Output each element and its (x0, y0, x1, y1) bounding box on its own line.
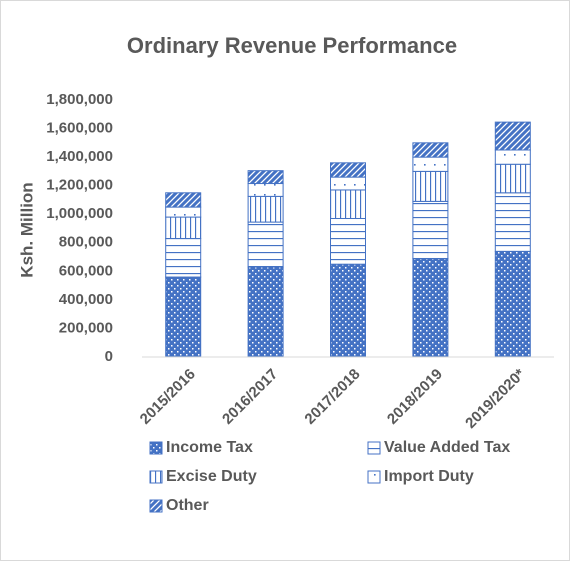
y-tick-label: 0 (105, 348, 113, 365)
x-tick-label: 2015/2016 (137, 366, 199, 428)
bar-segment (330, 263, 366, 358)
legend-swatch (367, 470, 381, 484)
bar-segment (165, 206, 202, 218)
legend-label: Import Duty (384, 468, 474, 485)
bar-segment (165, 276, 202, 358)
bar-segment (412, 142, 449, 158)
y-tick-label: 400,000 (59, 291, 113, 308)
legend-swatch (149, 441, 163, 455)
bar-segment (412, 170, 449, 202)
bar-segment (330, 189, 366, 220)
bar-segment (412, 200, 449, 259)
legend-label: Excise Duty (166, 468, 257, 485)
x-tick-label: 2016/2017 (219, 366, 281, 428)
x-tick-label: 2018/2019 (384, 366, 446, 428)
bar-segment (330, 176, 366, 191)
y-tick-label: 1,800,000 (46, 91, 113, 108)
legend-label: Other (166, 497, 209, 514)
y-tick-label: 600,000 (59, 262, 113, 279)
bar-segment (247, 170, 284, 185)
y-tick-label: 1,600,000 (46, 120, 113, 137)
bar-segment (247, 266, 284, 358)
legend-swatch (367, 441, 381, 455)
bar-segment (412, 156, 449, 172)
bar-segment (494, 192, 531, 252)
y-tick-label: 1,000,000 (46, 205, 113, 222)
x-tick-label: 2019/2020* (462, 366, 528, 432)
bar-segment (330, 162, 366, 178)
bar-segment (247, 195, 284, 223)
legend-swatch (149, 470, 163, 484)
y-tick-label: 200,000 (59, 319, 113, 336)
bar-segment (330, 218, 366, 265)
bar-segment (494, 163, 531, 194)
chart-title: Ordinary Revenue Performance (127, 33, 457, 58)
y-tick-label: 800,000 (59, 234, 113, 251)
y-tick-label: 1,400,000 (46, 148, 113, 165)
bar-segment (165, 192, 202, 208)
bar-segment (165, 216, 202, 239)
y-axis-title: Ksh. Million (17, 182, 36, 277)
y-tick-label: 1,200,000 (46, 177, 113, 194)
bar-segment (494, 121, 531, 151)
bar-segment (165, 237, 202, 278)
legend-label: Value Added Tax (384, 439, 510, 456)
x-tick-label: 2017/2018 (301, 366, 363, 428)
bar-segment (247, 183, 284, 197)
bar-segment (494, 250, 531, 358)
legend-label: Income Tax (166, 439, 253, 456)
bar-segment (494, 149, 531, 165)
bar-segment (247, 221, 284, 268)
bar-segment (412, 257, 449, 358)
legend-swatch (149, 499, 163, 513)
